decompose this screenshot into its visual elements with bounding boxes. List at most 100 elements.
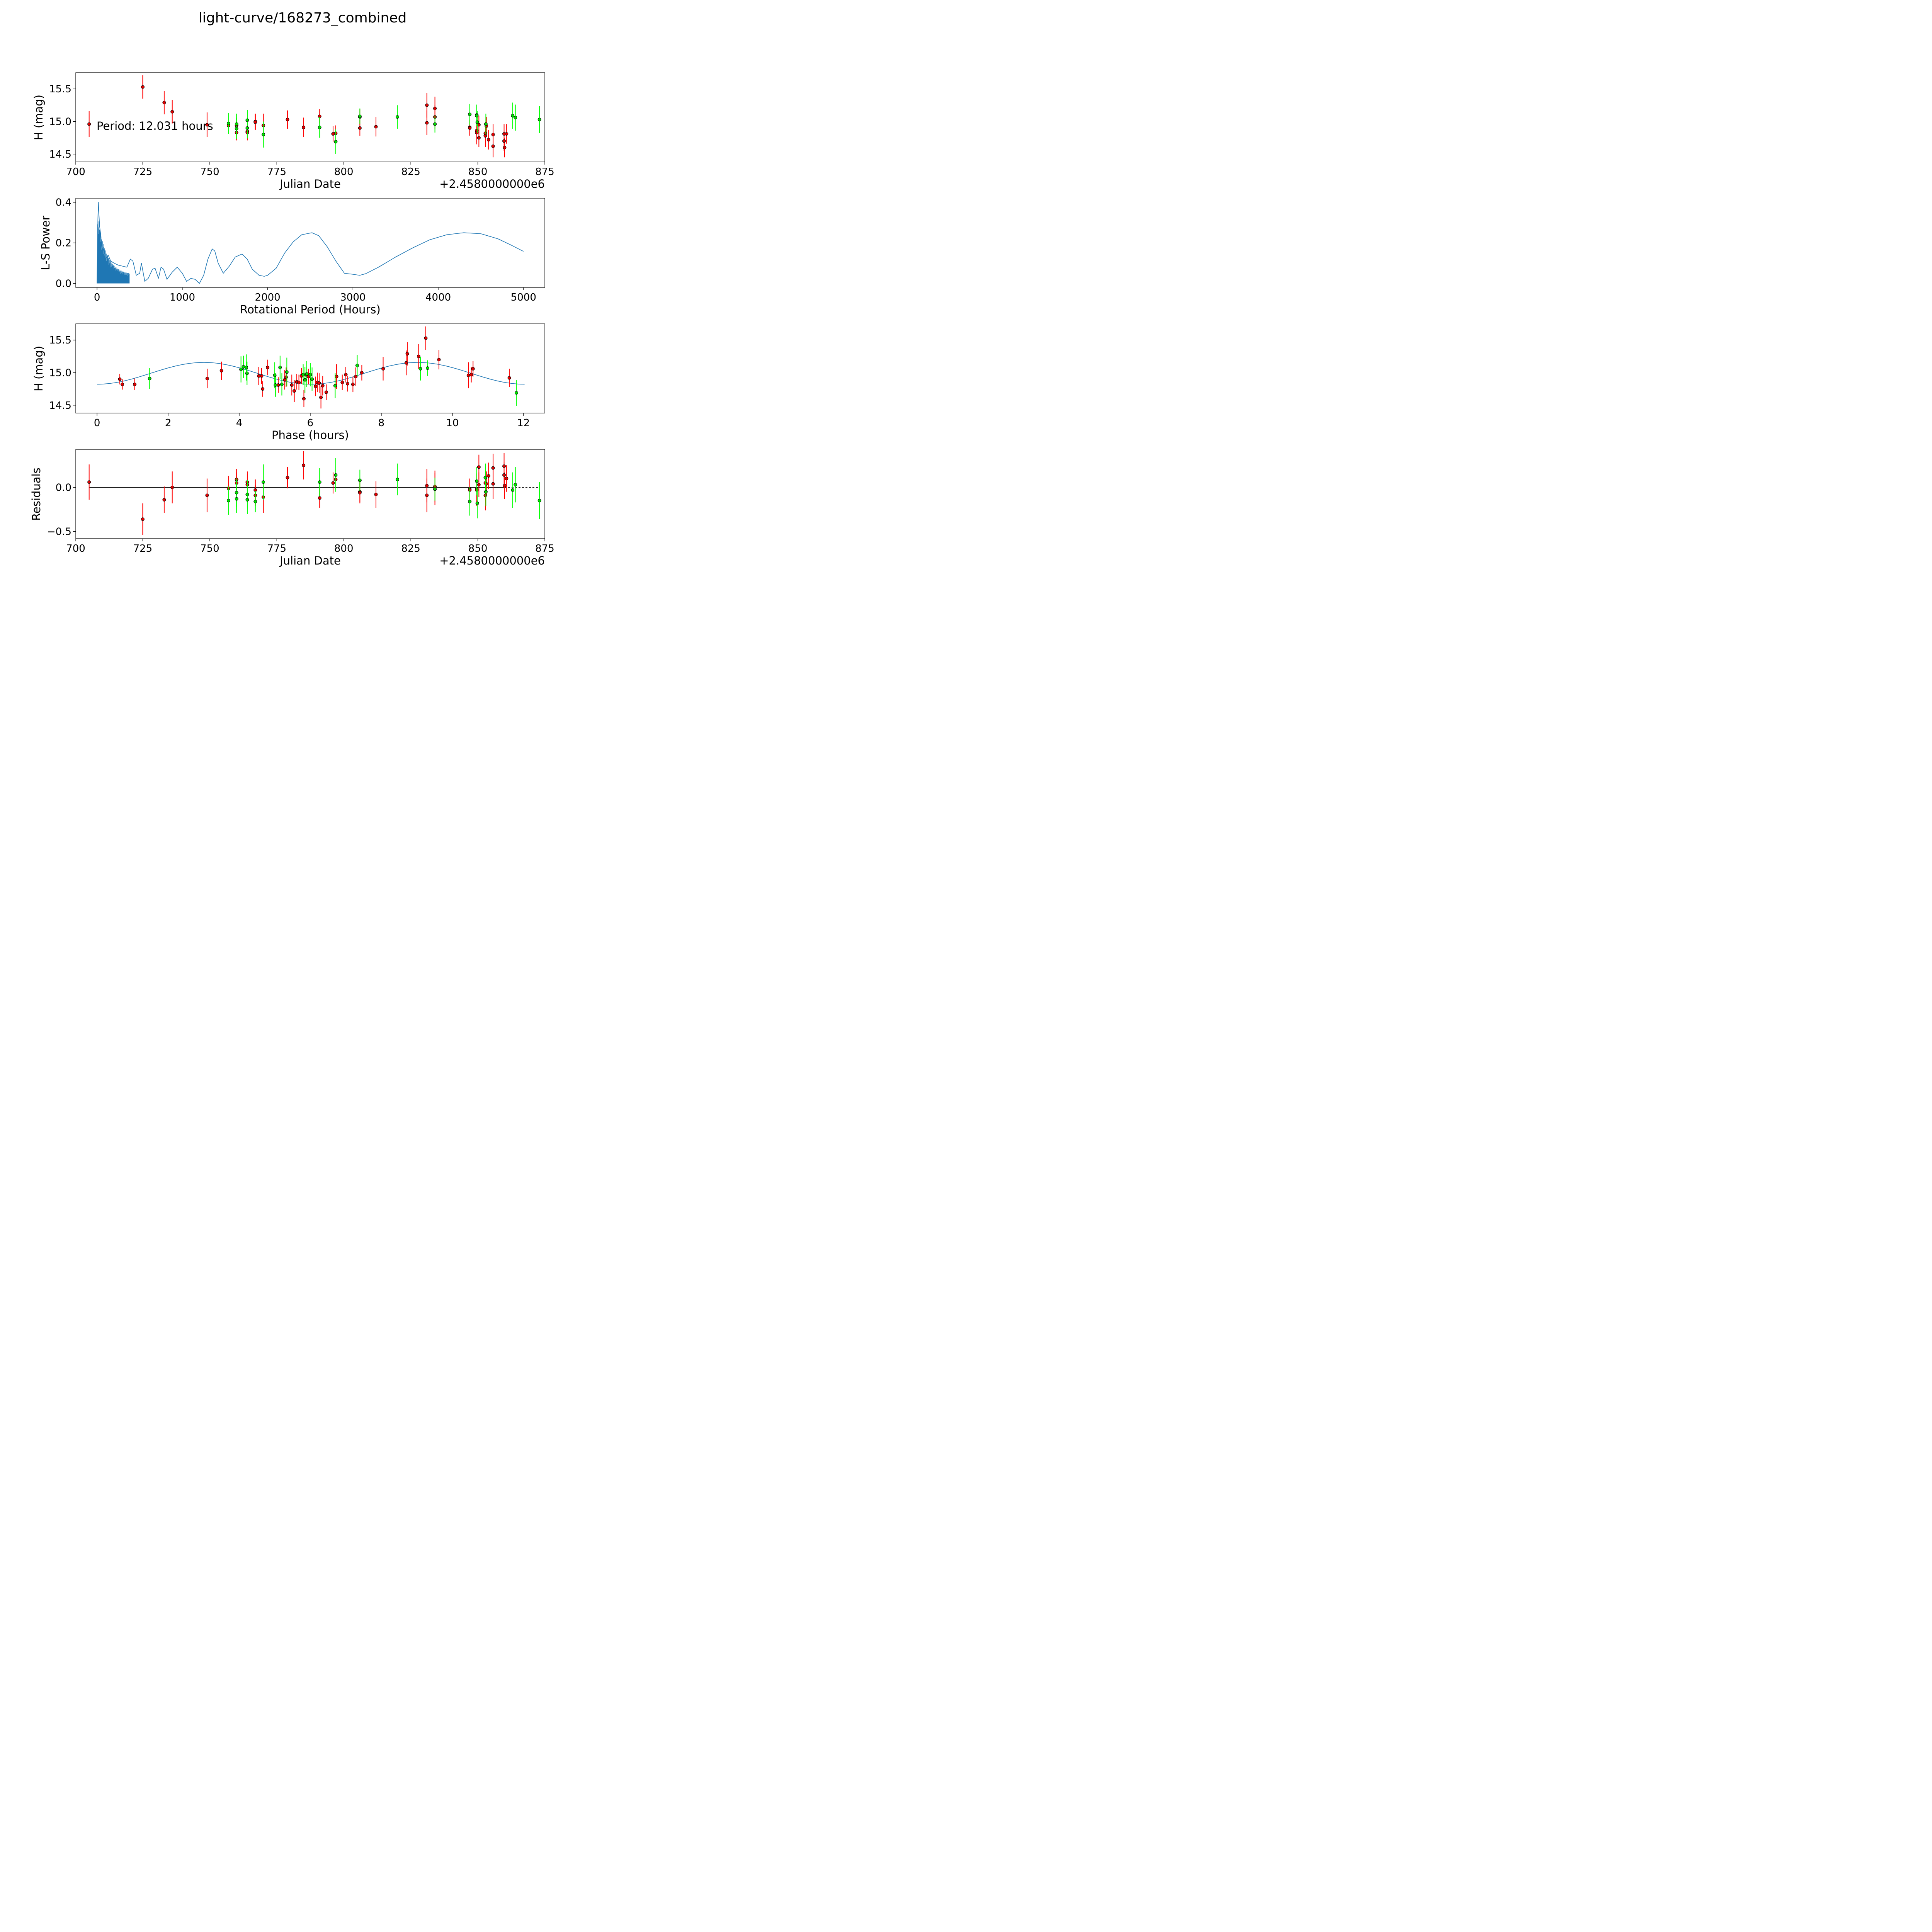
residuals-xtick-label: 850 bbox=[468, 543, 488, 554]
red-data-point bbox=[340, 381, 344, 384]
red-data-point bbox=[297, 381, 301, 384]
residuals-ytick-label: −0.5 bbox=[47, 526, 71, 538]
green-data-point bbox=[433, 487, 437, 491]
green-data-point bbox=[475, 120, 479, 124]
green-data-point bbox=[334, 473, 338, 477]
red-data-point bbox=[405, 352, 409, 356]
periodogram-ytick-label: 0.2 bbox=[56, 238, 71, 249]
red-data-point bbox=[346, 382, 350, 386]
lightcurve-xtick-label: 875 bbox=[535, 166, 554, 178]
residuals-xtick-label: 750 bbox=[200, 543, 219, 554]
model-curve bbox=[97, 362, 525, 385]
green-data-point bbox=[305, 372, 309, 376]
residuals-axes-frame bbox=[75, 449, 545, 539]
red-data-point bbox=[351, 383, 355, 386]
red-data-point bbox=[170, 110, 174, 114]
red-data-point bbox=[477, 465, 481, 469]
periodogram-xtick-label: 3000 bbox=[340, 292, 366, 303]
green-data-point bbox=[245, 498, 249, 502]
red-data-point bbox=[469, 373, 473, 377]
phased-xtick-label: 8 bbox=[378, 417, 385, 429]
red-data-point bbox=[141, 85, 145, 89]
residuals-offset-text: +2.4580000000e6 bbox=[439, 554, 545, 567]
red-data-point bbox=[502, 464, 506, 468]
red-data-point bbox=[205, 377, 209, 381]
figure: light-curve/168273_combined H (mag) Juli… bbox=[0, 0, 597, 597]
lightcurve-panel: H (mag) Julian Date +2.4580000000e6 Peri… bbox=[32, 72, 554, 190]
green-data-point bbox=[395, 115, 399, 119]
green-data-point bbox=[426, 366, 429, 370]
lightcurve-offset-text: +2.4580000000e6 bbox=[439, 177, 545, 190]
green-data-point bbox=[514, 116, 517, 119]
green-data-point bbox=[235, 491, 238, 495]
phased-data-layer bbox=[97, 326, 525, 409]
green-data-point bbox=[262, 133, 265, 136]
green-data-point bbox=[511, 488, 515, 492]
red-data-point bbox=[317, 381, 321, 385]
red-data-point bbox=[381, 367, 385, 371]
residuals-xtick-label: 700 bbox=[66, 543, 85, 554]
red-data-point bbox=[321, 384, 325, 388]
red-data-point bbox=[283, 378, 287, 382]
red-data-point bbox=[205, 123, 209, 127]
periodogram-data-layer bbox=[97, 202, 524, 284]
green-data-point bbox=[358, 478, 362, 482]
red-data-point bbox=[302, 126, 306, 129]
green-data-point bbox=[239, 367, 243, 371]
red-data-point bbox=[477, 136, 481, 140]
red-data-point bbox=[162, 498, 166, 502]
residuals-xtick-label: 875 bbox=[535, 543, 554, 554]
residuals-ylabel: Residuals bbox=[30, 468, 43, 521]
red-data-point bbox=[471, 367, 475, 371]
red-data-point bbox=[302, 463, 306, 467]
red-data-point bbox=[433, 107, 437, 111]
lightcurve-data-layer bbox=[87, 75, 541, 158]
red-data-point bbox=[293, 389, 296, 393]
lightcurve-xtick-label: 775 bbox=[267, 166, 286, 178]
red-data-point bbox=[468, 126, 472, 130]
green-data-point bbox=[468, 112, 472, 116]
lightcurve-xtick-label: 750 bbox=[200, 166, 219, 178]
green-data-point bbox=[468, 500, 472, 503]
green-data-point bbox=[537, 499, 541, 503]
lightcurve-xtick-label: 700 bbox=[66, 166, 85, 178]
red-data-point bbox=[503, 484, 507, 488]
red-data-point bbox=[466, 373, 470, 377]
red-data-point bbox=[505, 132, 509, 136]
residuals-xlabel: Julian Date bbox=[279, 554, 341, 567]
green-data-point bbox=[475, 114, 479, 117]
red-data-point bbox=[358, 491, 362, 495]
green-data-point bbox=[483, 476, 487, 480]
red-data-point bbox=[505, 476, 509, 480]
red-data-point bbox=[354, 375, 358, 379]
red-data-point bbox=[260, 374, 264, 378]
residuals-ytick-label: 0.0 bbox=[56, 482, 71, 493]
lightcurve-xtick-label: 800 bbox=[334, 166, 354, 178]
red-data-point bbox=[120, 383, 124, 386]
red-data-point bbox=[477, 483, 481, 486]
red-data-point bbox=[324, 390, 328, 394]
red-data-point bbox=[302, 397, 306, 401]
red-data-point bbox=[425, 493, 429, 497]
green-data-point bbox=[514, 483, 517, 486]
red-data-point bbox=[87, 122, 91, 126]
red-data-point bbox=[141, 517, 145, 521]
phased-xtick-label: 12 bbox=[517, 417, 530, 429]
periodogram-dense-peaks bbox=[97, 221, 130, 284]
residuals-xtick-label: 825 bbox=[401, 543, 420, 554]
green-data-point bbox=[245, 493, 249, 497]
red-data-point bbox=[483, 493, 487, 497]
red-data-point bbox=[118, 377, 122, 381]
periodogram-ytick-label: 0.4 bbox=[56, 197, 71, 209]
red-data-point bbox=[344, 373, 348, 377]
red-data-point bbox=[360, 371, 364, 374]
lightcurve-axes-frame bbox=[75, 72, 545, 162]
green-data-point bbox=[285, 370, 289, 374]
periodogram-xtick-label: 1000 bbox=[170, 292, 195, 303]
residuals-panel: Residuals Julian Date +2.4580000000e6 70… bbox=[30, 449, 554, 567]
residuals-data-layer bbox=[87, 451, 541, 535]
red-data-point bbox=[437, 358, 441, 362]
phased-ytick-label: 14.5 bbox=[49, 400, 71, 412]
green-data-point bbox=[395, 478, 399, 481]
red-data-point bbox=[507, 376, 511, 380]
